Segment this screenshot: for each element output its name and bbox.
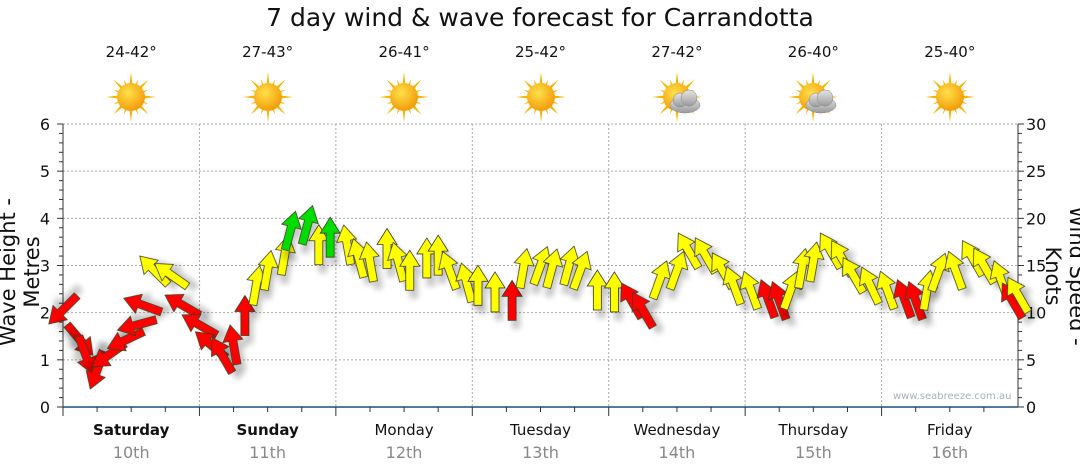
wind-arrow <box>803 241 825 283</box>
left-tick-label: 5 <box>40 162 50 181</box>
left-tick-label: 2 <box>40 304 50 323</box>
right-tick-label: 15 <box>1026 257 1046 276</box>
day-temperature: 27-43° <box>242 43 294 61</box>
wind-arrow <box>123 293 164 317</box>
wind-arrow <box>586 269 609 311</box>
date-label: 13th <box>522 443 559 462</box>
right-tick-label: 30 <box>1026 115 1046 134</box>
wind-arrow <box>927 252 950 293</box>
wind-arrow <box>280 210 302 252</box>
wind-arrow <box>542 248 564 290</box>
wind-arrow <box>739 270 762 311</box>
wind-arrow <box>211 337 237 375</box>
wind-arrow <box>116 315 158 337</box>
sun-icon <box>240 72 296 126</box>
left-tick-label: 1 <box>40 351 50 370</box>
left-tick-label: 6 <box>40 115 50 134</box>
day-label: Tuesday <box>509 421 572 439</box>
right-tick-label: 5 <box>1026 351 1036 370</box>
sun-icon <box>513 72 569 126</box>
date-label: 11th <box>249 443 287 462</box>
wind-arrow <box>631 291 657 330</box>
left-tick-label: 3 <box>40 257 50 276</box>
left-tick-label: 4 <box>40 209 50 228</box>
day-label: Sunday <box>236 421 299 439</box>
day-label: Saturday <box>93 421 170 439</box>
wind-arrow <box>944 250 967 291</box>
wind-arrow <box>875 270 899 311</box>
wind-arrow <box>297 204 319 246</box>
wind-arrow <box>358 241 380 283</box>
date-label: 10th <box>112 443 150 462</box>
wind-arrow <box>234 294 256 336</box>
sun-icon <box>376 72 432 126</box>
wind-arrow <box>257 249 279 292</box>
right-tick-label: 0 <box>1026 398 1036 417</box>
date-label: 16th <box>931 443 969 462</box>
sun-icon <box>103 72 159 126</box>
date-label: 14th <box>658 443 696 462</box>
right-tick-label: 10 <box>1026 304 1046 323</box>
wind-arrow <box>74 334 98 375</box>
day-temperature: 25-40° <box>924 43 976 61</box>
date-label: 15th <box>794 443 832 462</box>
day-label: Thursday <box>778 421 849 439</box>
wind-arrow <box>513 247 535 290</box>
wind-arrow <box>665 250 689 291</box>
day-label: Monday <box>374 421 434 439</box>
wind-arrow <box>48 292 81 325</box>
wind-arrow <box>677 232 703 271</box>
partly-cloudy-icon <box>649 72 705 126</box>
wind-arrow <box>1006 276 1033 315</box>
wind-arrow <box>484 271 506 313</box>
wind-arrow <box>858 266 883 306</box>
day-temperature: 27-42° <box>651 43 703 61</box>
wind-arrow <box>399 249 421 291</box>
right-tick-label: 25 <box>1026 162 1046 181</box>
day-temperature: 26-41° <box>378 43 430 61</box>
wind-arrow <box>438 250 461 291</box>
date-label: 12th <box>385 443 423 462</box>
wind-arrow <box>467 264 489 306</box>
watermark: www.seabreeze.com.au <box>893 391 1012 402</box>
day-temperature: 26-40° <box>787 43 839 61</box>
right-tick-label: 20 <box>1026 209 1046 228</box>
wind-arrow <box>222 324 244 366</box>
wind-arrow <box>569 250 592 291</box>
wind-arrow <box>106 327 146 352</box>
partly-cloudy-icon <box>785 72 841 126</box>
chart-title: 7 day wind & wave forecast for Carrandot… <box>266 3 814 32</box>
sun-icon <box>922 72 978 126</box>
left-tick-label: 0 <box>40 398 50 417</box>
day-label: Wednesday <box>633 421 721 439</box>
day-temperature: 25-42° <box>514 43 567 61</box>
wind-arrow <box>181 313 220 339</box>
wind-arrow <box>501 279 523 321</box>
day-temperature: 24-42° <box>105 43 157 61</box>
wind-arrow <box>722 265 745 306</box>
wind-arrow <box>154 263 191 291</box>
day-label: Friday <box>927 421 973 439</box>
wind-arrow <box>319 216 341 258</box>
wind-arrow <box>427 234 449 276</box>
